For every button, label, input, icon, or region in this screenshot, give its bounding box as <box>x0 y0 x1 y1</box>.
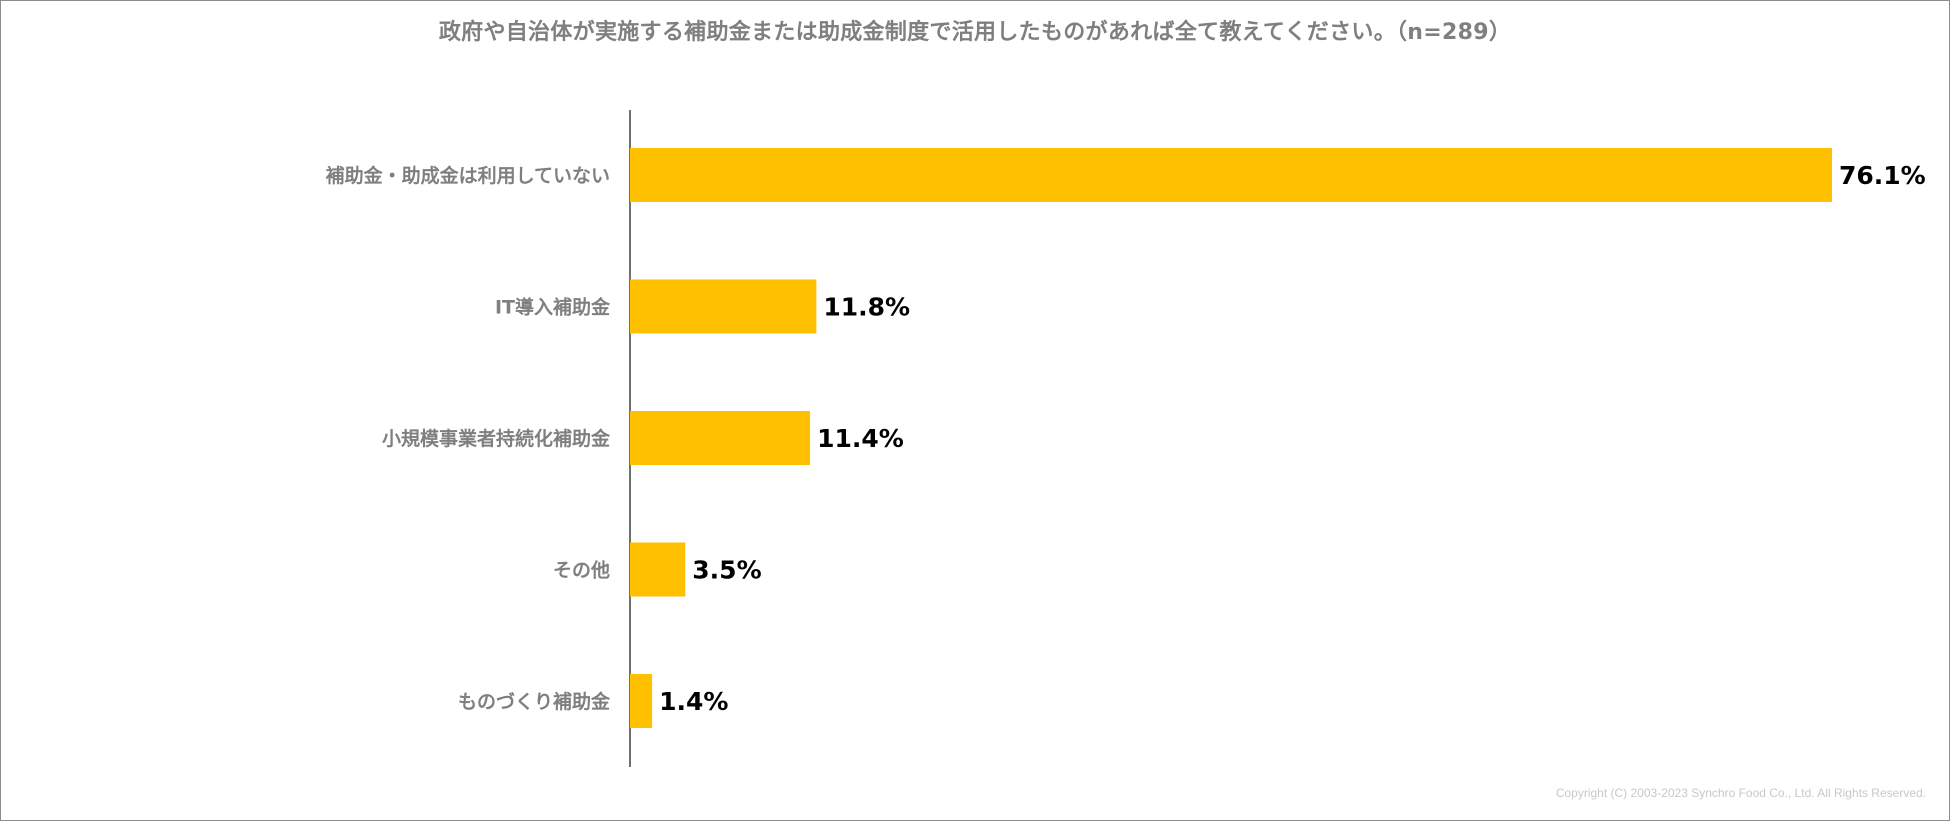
category-label-1: IT導入補助金 <box>495 296 611 319</box>
bar-2 <box>630 411 811 465</box>
value-label-4: 1.4% <box>659 687 728 716</box>
copyright-text: Copyright (C) 2003-2023 Synchro Food Co.… <box>1555 786 1926 800</box>
category-label-3: その他 <box>553 559 610 582</box>
category-label-2: 小規模事業者持続化補助金 <box>382 427 611 450</box>
bar-1 <box>630 279 817 334</box>
bar-4 <box>630 674 653 728</box>
value-label-1: 11.8% <box>823 293 910 322</box>
value-label-2: 11.4% <box>817 424 904 453</box>
chart-title: 政府や自治体が実施する補助金または助成金制度で活用したものがあれば全て教えてくだ… <box>438 20 1512 45</box>
category-label-0: 補助金・助成金は利用していない <box>325 164 610 187</box>
value-label-0: 76.1% <box>1839 161 1926 190</box>
category-label-4: ものづくり補助金 <box>458 690 611 713</box>
value-label-3: 3.5% <box>692 556 761 585</box>
bar-0 <box>630 148 1832 202</box>
bar-3 <box>630 542 686 597</box>
